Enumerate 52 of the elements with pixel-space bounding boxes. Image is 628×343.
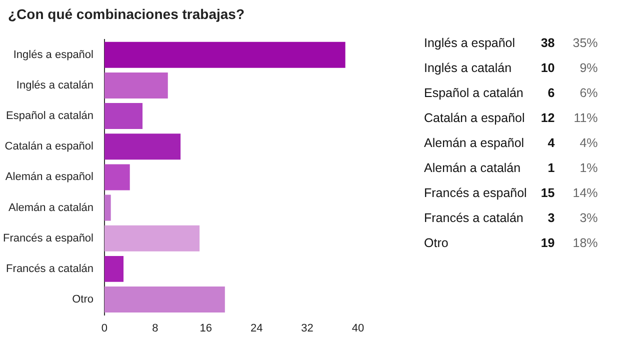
bar [104,42,346,68]
y-tick-label: Alemán a español [5,171,94,184]
y-tick-label: Francés a catalán [6,262,94,275]
bar [104,286,225,313]
bar [104,72,168,98]
bar [104,194,111,221]
y-tick-label: Alemán a catalán [8,202,94,214]
text: 9% [578,60,598,76]
text: 1% [578,160,598,176]
category-label: Alemán a español [423,134,526,152]
data-label: 4 [546,134,555,152]
data-label: 1 [546,160,555,176]
category-label: Español a catalán [423,84,524,102]
category-label: Catalán a español [423,110,526,127]
category-label: Otro [423,234,450,252]
y-tick-label: Otro [72,294,94,306]
category-label: Inglés a español [423,34,516,52]
bar [104,134,181,160]
y-tick-label: Inglés a catalán [16,80,94,92]
y-tick-label: Inglés a español [13,48,94,61]
bar [104,256,124,282]
category-label: Inglés a catalán [423,60,513,77]
data-label: 3 [546,210,555,226]
data-label: 12 [540,110,555,126]
text: 11% [572,110,598,126]
category-label: Francés a catalán [423,210,524,226]
text: 14% [572,184,598,202]
data-label: 19 [540,234,555,252]
text: 6% [578,84,598,102]
text: 4% [578,134,598,152]
text: 3% [578,210,598,226]
text: 18% [572,234,598,252]
x-tick-label: 0 [101,322,108,334]
y-tick-label: Español a catalán [6,110,94,122]
text: 35% [572,34,598,52]
x-tick-label: 40 [352,322,364,334]
bar [104,164,130,190]
y-tick-label: Catalán a español [4,140,94,153]
bar [104,225,200,252]
data-label: 6 [546,84,555,102]
bar [104,103,143,130]
y-tick-label: Francés a español [3,232,94,244]
x-tick-label: 24 [250,322,263,334]
data-label: 38 [540,34,555,52]
x-tick-label: 8 [152,322,158,334]
chart-title: ¿Con qué combinaciones trabajas? [8,6,244,22]
data-label: 15 [540,184,555,202]
x-tick-label: 32 [301,322,314,334]
category-label: Francés a español [423,184,527,202]
category-label: Alemán a catalán [423,160,522,176]
x-tick-label: 16 [200,322,212,334]
data-label: 10 [540,60,555,76]
